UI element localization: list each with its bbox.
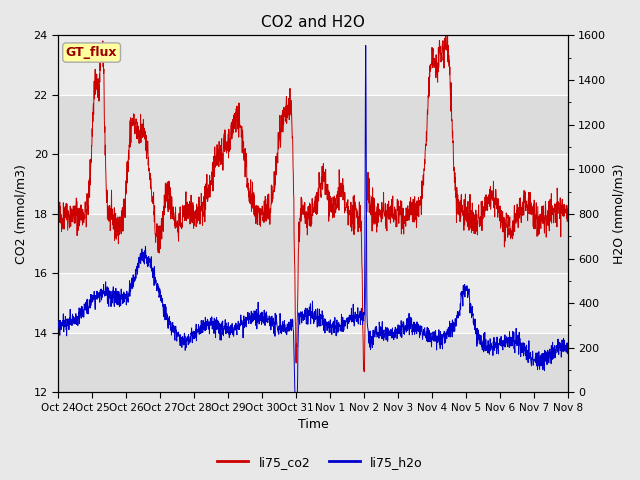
Bar <box>58 214 568 274</box>
Y-axis label: H2O (mmol/m3): H2O (mmol/m3) <box>612 164 625 264</box>
Bar <box>58 155 568 214</box>
X-axis label: Time: Time <box>298 419 328 432</box>
Y-axis label: CO2 (mmol/m3): CO2 (mmol/m3) <box>15 164 28 264</box>
Text: GT_flux: GT_flux <box>66 46 117 59</box>
Bar <box>58 274 568 333</box>
Bar <box>58 333 568 393</box>
Legend: li75_co2, li75_h2o: li75_co2, li75_h2o <box>212 451 428 474</box>
Bar <box>58 36 568 95</box>
Bar <box>58 95 568 155</box>
Title: CO2 and H2O: CO2 and H2O <box>261 15 365 30</box>
